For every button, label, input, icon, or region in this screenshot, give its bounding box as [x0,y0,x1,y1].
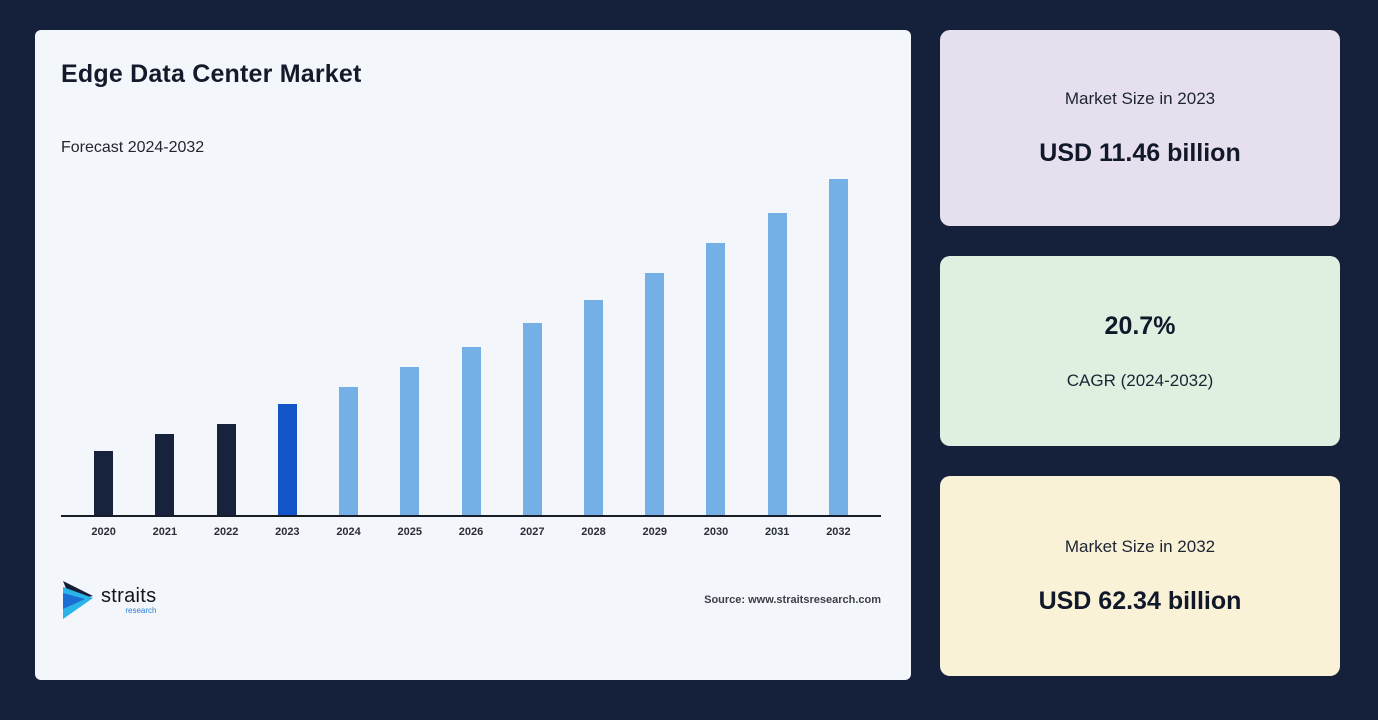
chart-subtitle: Forecast 2024-2032 [61,139,205,156]
x-tick-label-2027: 2027 [520,526,545,538]
x-tick-label-2022: 2022 [213,526,239,538]
stat-value-2023: USD 11.46 billion [1039,138,1241,167]
logo-subtext: research [125,605,157,615]
logo-name: straits [101,584,157,607]
stat-label-cagr: CAGR (2024-2032) [1066,370,1214,390]
bar-slot [379,367,440,515]
stat-cards-column: Market Size in 2023 USD 11.46 billion 20… [940,30,1340,676]
bar-2024 [339,387,359,515]
stat-card-market-size-2023: Market Size in 2023 USD 11.46 billion [940,30,1340,226]
straits-logo-text: straits research [101,586,156,615]
stat-card-cagr: 20.7% CAGR (2024-2032) [940,256,1340,446]
bar-2022 [216,424,236,515]
bar-slot [195,424,256,515]
bar-2030 [706,243,726,515]
bar-2021 [155,434,175,515]
bar-2028 [583,300,603,515]
bar-2023 [277,404,297,515]
x-tick-label-2021: 2021 [152,526,178,538]
chart-x-labels: 2020 2021 2022 2023 2024 2025 2026 2027 2028 2029… [61,526,881,538]
bar-slot [73,451,134,515]
bar-slot [134,434,195,515]
bar-chart: 2020 2021 2022 2023 2024 2025 2026 2027 2028 2029… [61,179,881,538]
bar-2025 [400,367,420,515]
bar-2031 [767,213,787,515]
stat-value-cagr: 20.7% [1104,311,1176,340]
bar-slot [318,387,379,515]
x-tick-label-2023: 2023 [275,526,300,538]
chart-bars [61,179,881,515]
stat-card-market-size-2032: Market Size in 2032 USD 62.34 billion [940,476,1340,676]
bar-slot [502,323,563,515]
bar-slot [440,347,501,515]
x-tick-label-2029: 2029 [642,526,667,538]
x-tick-label-2025: 2025 [397,526,423,538]
bar-2029 [645,273,665,515]
bar-2032 [828,179,848,515]
x-tick-label-2024: 2024 [336,526,361,538]
x-tick-label-2028: 2028 [581,526,606,538]
x-tick-label-2030: 2030 [703,526,729,538]
bar-slot [563,300,624,515]
chart-x-axis [61,515,881,517]
x-tick-label-2020: 2020 [91,526,116,538]
x-tick-label-2026: 2026 [458,526,484,538]
bar-slot [808,179,869,515]
x-tick-label-2032: 2032 [826,526,851,538]
stat-label-2032: Market Size in 2032 [1064,536,1216,556]
chart-card-footer: straits research Source: www.straitsrese… [61,580,881,620]
straits-logo-icon [63,581,93,619]
x-tick-label-2031: 2031 [764,526,790,538]
bar-2027 [522,323,542,515]
bar-slot [685,243,746,515]
stat-label-2023: Market Size in 2023 [1064,88,1216,108]
bar-slot [257,404,318,515]
source-attribution: Source: www.straitsresearch.com [704,594,881,606]
bar-slot [624,273,685,515]
bar-2020 [94,451,114,515]
stat-value-2032: USD 62.34 billion [1038,586,1242,615]
chart-card: Edge Data Center Market Forecast 2024-20… [35,30,911,680]
chart-title: Edge Data Center Market [61,60,362,88]
bar-2026 [461,347,481,515]
straits-research-logo: straits research [61,580,156,620]
bar-slot [747,213,808,515]
